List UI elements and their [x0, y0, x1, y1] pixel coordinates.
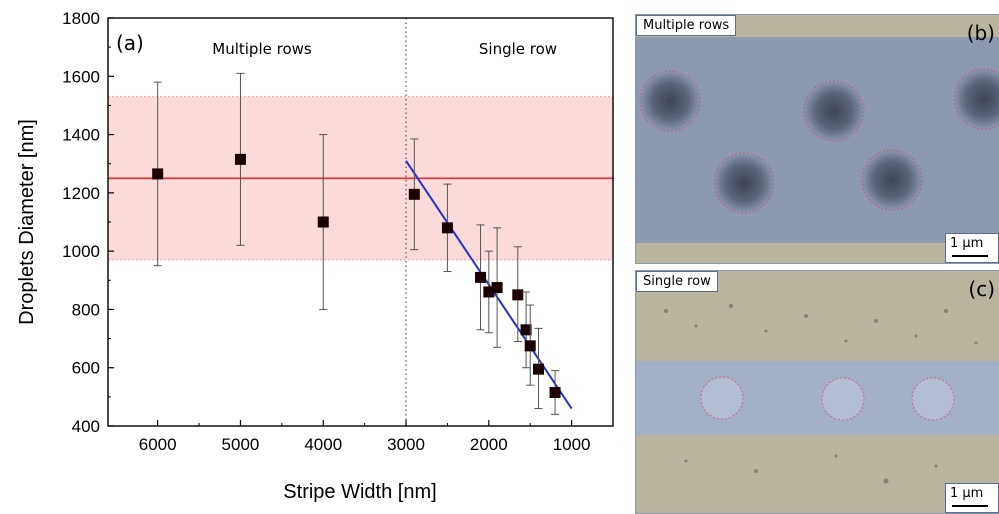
scale-bar-b-line	[952, 255, 988, 257]
data-point-9	[520, 291, 532, 369]
panel-b-label: (b)	[966, 21, 995, 45]
data-point-5	[475, 224, 487, 331]
y-tick-label-2: 800	[72, 300, 100, 319]
annotation-single-row: Single row	[479, 40, 557, 58]
panel-label: (a)	[116, 31, 144, 55]
scale-bar-c-line	[952, 505, 988, 507]
data-points	[152, 72, 561, 415]
y-tick-label-6: 1600	[62, 67, 100, 86]
y-axis-title: Droplets Diameter [nm]	[16, 119, 38, 325]
marker-5	[475, 271, 487, 283]
data-point-6	[483, 250, 495, 334]
marker-8	[512, 289, 524, 301]
marker-2	[317, 216, 329, 228]
data-point-4	[441, 183, 453, 273]
axis-ticks: 6000 5000 4000 3000 2000 1000 400 600 800 1000 120…	[62, 9, 590, 454]
x-tick-label-3: 3000	[387, 435, 425, 454]
x-tick-label-2: 4000	[304, 435, 342, 454]
data-point-7	[491, 227, 503, 348]
marker-7	[491, 282, 503, 294]
data-point-12	[549, 370, 561, 415]
data-point-0	[152, 81, 164, 267]
chart: 6000 5000 4000 3000 2000 1000 400 600 800 1000 120…	[16, 9, 614, 503]
panel-c-tag: Single row	[636, 271, 718, 292]
marker-9	[520, 324, 532, 336]
data-point-8	[512, 246, 524, 342]
data-point-1	[234, 72, 246, 246]
scale-bar-b-label: 1 µm	[950, 236, 984, 251]
debris-texture	[664, 304, 978, 484]
droplet-markers	[639, 68, 999, 214]
droplet-markers-single	[700, 376, 955, 421]
x-axis-title: Stripe Width [nm]	[283, 481, 436, 503]
scale-bar-c: 1 µm	[945, 483, 999, 513]
scale-bar-c-label: 1 µm	[950, 486, 984, 501]
y-tick-label-4: 1200	[62, 184, 100, 203]
data-point-2	[317, 134, 329, 310]
data-point-11	[532, 327, 544, 410]
marker-6	[483, 286, 495, 298]
sem-image-single-row: Single row (c) 1 µm	[635, 270, 999, 514]
x-tick-label-1: 5000	[222, 435, 260, 454]
marker-3	[408, 188, 420, 200]
marker-4	[441, 222, 453, 234]
marker-1	[234, 153, 246, 165]
sem-image-multiple-rows: Multiple rows (b) 1 µm	[635, 14, 999, 264]
panel-b-tag: Multiple rows	[636, 15, 737, 36]
y-tick-label-1: 600	[72, 359, 100, 378]
y-tick-label-3: 1000	[62, 242, 100, 261]
y-tick-label-0: 400	[72, 417, 100, 436]
sem-micrograph-c	[636, 271, 999, 513]
x-tick-label-5: 1000	[553, 435, 591, 454]
data-point-3	[408, 138, 420, 251]
y-tick-label-7: 1800	[62, 9, 100, 28]
panel-c-label: (c)	[968, 277, 995, 301]
y-tick-label-5: 1400	[62, 126, 100, 145]
annotation-multiple-rows: Multiple rows	[212, 40, 312, 58]
scale-bar-b: 1 µm	[945, 233, 999, 263]
x-tick-label-4: 2000	[470, 435, 508, 454]
x-tick-label-0: 6000	[139, 435, 177, 454]
marker-0	[152, 168, 164, 180]
marker-12	[549, 386, 561, 398]
marker-10	[524, 340, 536, 352]
marker-11	[532, 363, 544, 375]
sem-micrograph-b	[636, 15, 999, 263]
data-point-10	[524, 304, 536, 386]
